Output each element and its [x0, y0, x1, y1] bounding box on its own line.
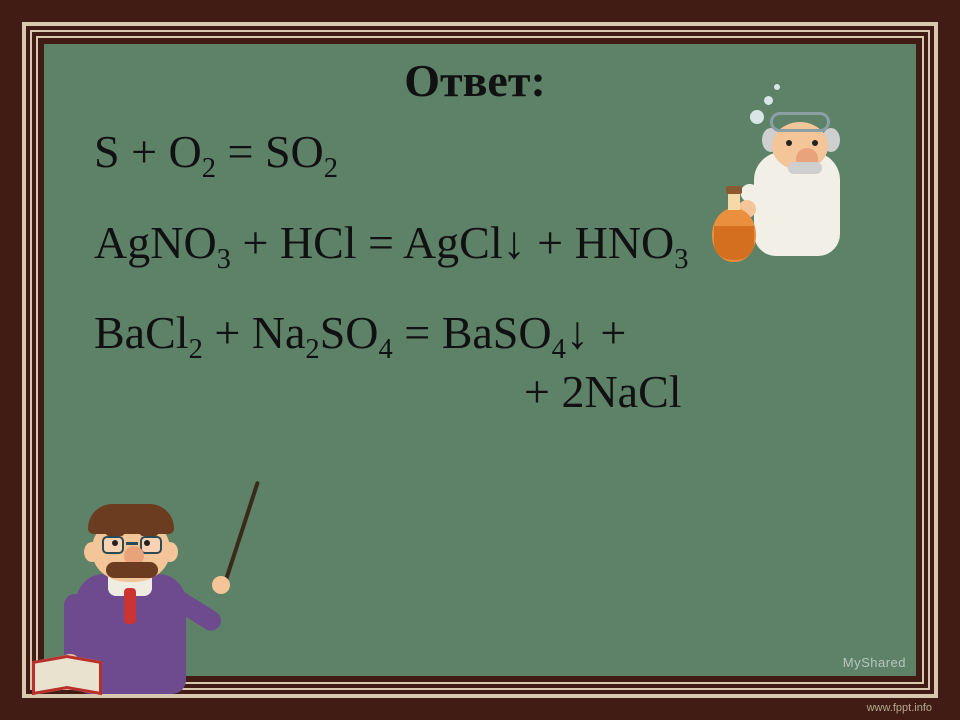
slide-title: Ответ: [64, 54, 886, 107]
footer-brand-text: www.fppt.info [867, 702, 932, 714]
slide-outer-frame: Ответ: S + O2 = SO2 AgNO3 + HCl = AgCl↓ … [0, 0, 960, 720]
equation-3-line-2: + 2NaCl [94, 365, 886, 418]
equation-3-line-1: BaCl2 + Na2SO4 = BaSO4↓ + [94, 308, 886, 359]
teacher-icon [30, 474, 220, 694]
scientist-icon [706, 118, 846, 268]
watermark-text: MyShared [843, 655, 906, 670]
